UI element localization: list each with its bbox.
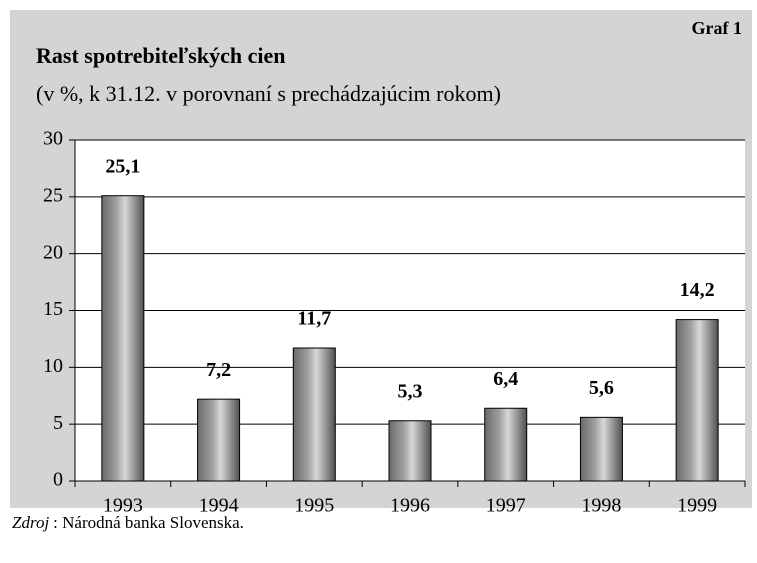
y-tick-label: 0 (53, 469, 63, 491)
bar (388, 420, 432, 482)
chart-subtitle: (v %, k 31.12. v porovnaní s prechádzajú… (36, 81, 501, 106)
bar (197, 398, 241, 482)
y-tick-label: 10 (43, 355, 63, 377)
x-tick-label: 1999 (677, 495, 717, 517)
y-tick-label: 30 (43, 128, 63, 150)
source: Zdroj: Národná banka Slovenska. (12, 513, 244, 532)
y-tick-label: 20 (43, 241, 63, 263)
x-tick-label: 1993 (103, 495, 143, 517)
chart-label: Graf 1 (692, 18, 742, 38)
source-text: : Národná banka Slovenska. (53, 513, 244, 532)
bar (484, 407, 528, 482)
x-tick-label: 1995 (294, 495, 334, 517)
x-tick-label: 1994 (199, 495, 239, 517)
y-tick-label: 25 (43, 184, 63, 206)
y-tick-label: 5 (53, 412, 63, 434)
value-label: 6,4 (493, 368, 518, 390)
y-tick-label: 15 (43, 298, 63, 320)
x-tick-label: 1998 (581, 495, 621, 517)
value-label: 14,2 (680, 279, 715, 301)
value-label: 5,3 (398, 380, 423, 402)
x-tick-label: 1996 (390, 495, 430, 517)
value-label: 5,6 (589, 377, 614, 399)
value-label: 7,2 (206, 359, 231, 381)
x-tick-label: 1997 (486, 495, 526, 517)
bar (579, 416, 623, 482)
value-label: 25,1 (105, 155, 140, 177)
chart-title: Rast spotrebiteľských cien (36, 43, 285, 68)
bar (101, 195, 145, 482)
bar (292, 347, 336, 482)
bar (675, 319, 719, 482)
source-label: Zdroj (12, 513, 49, 532)
value-label: 11,7 (297, 308, 331, 330)
